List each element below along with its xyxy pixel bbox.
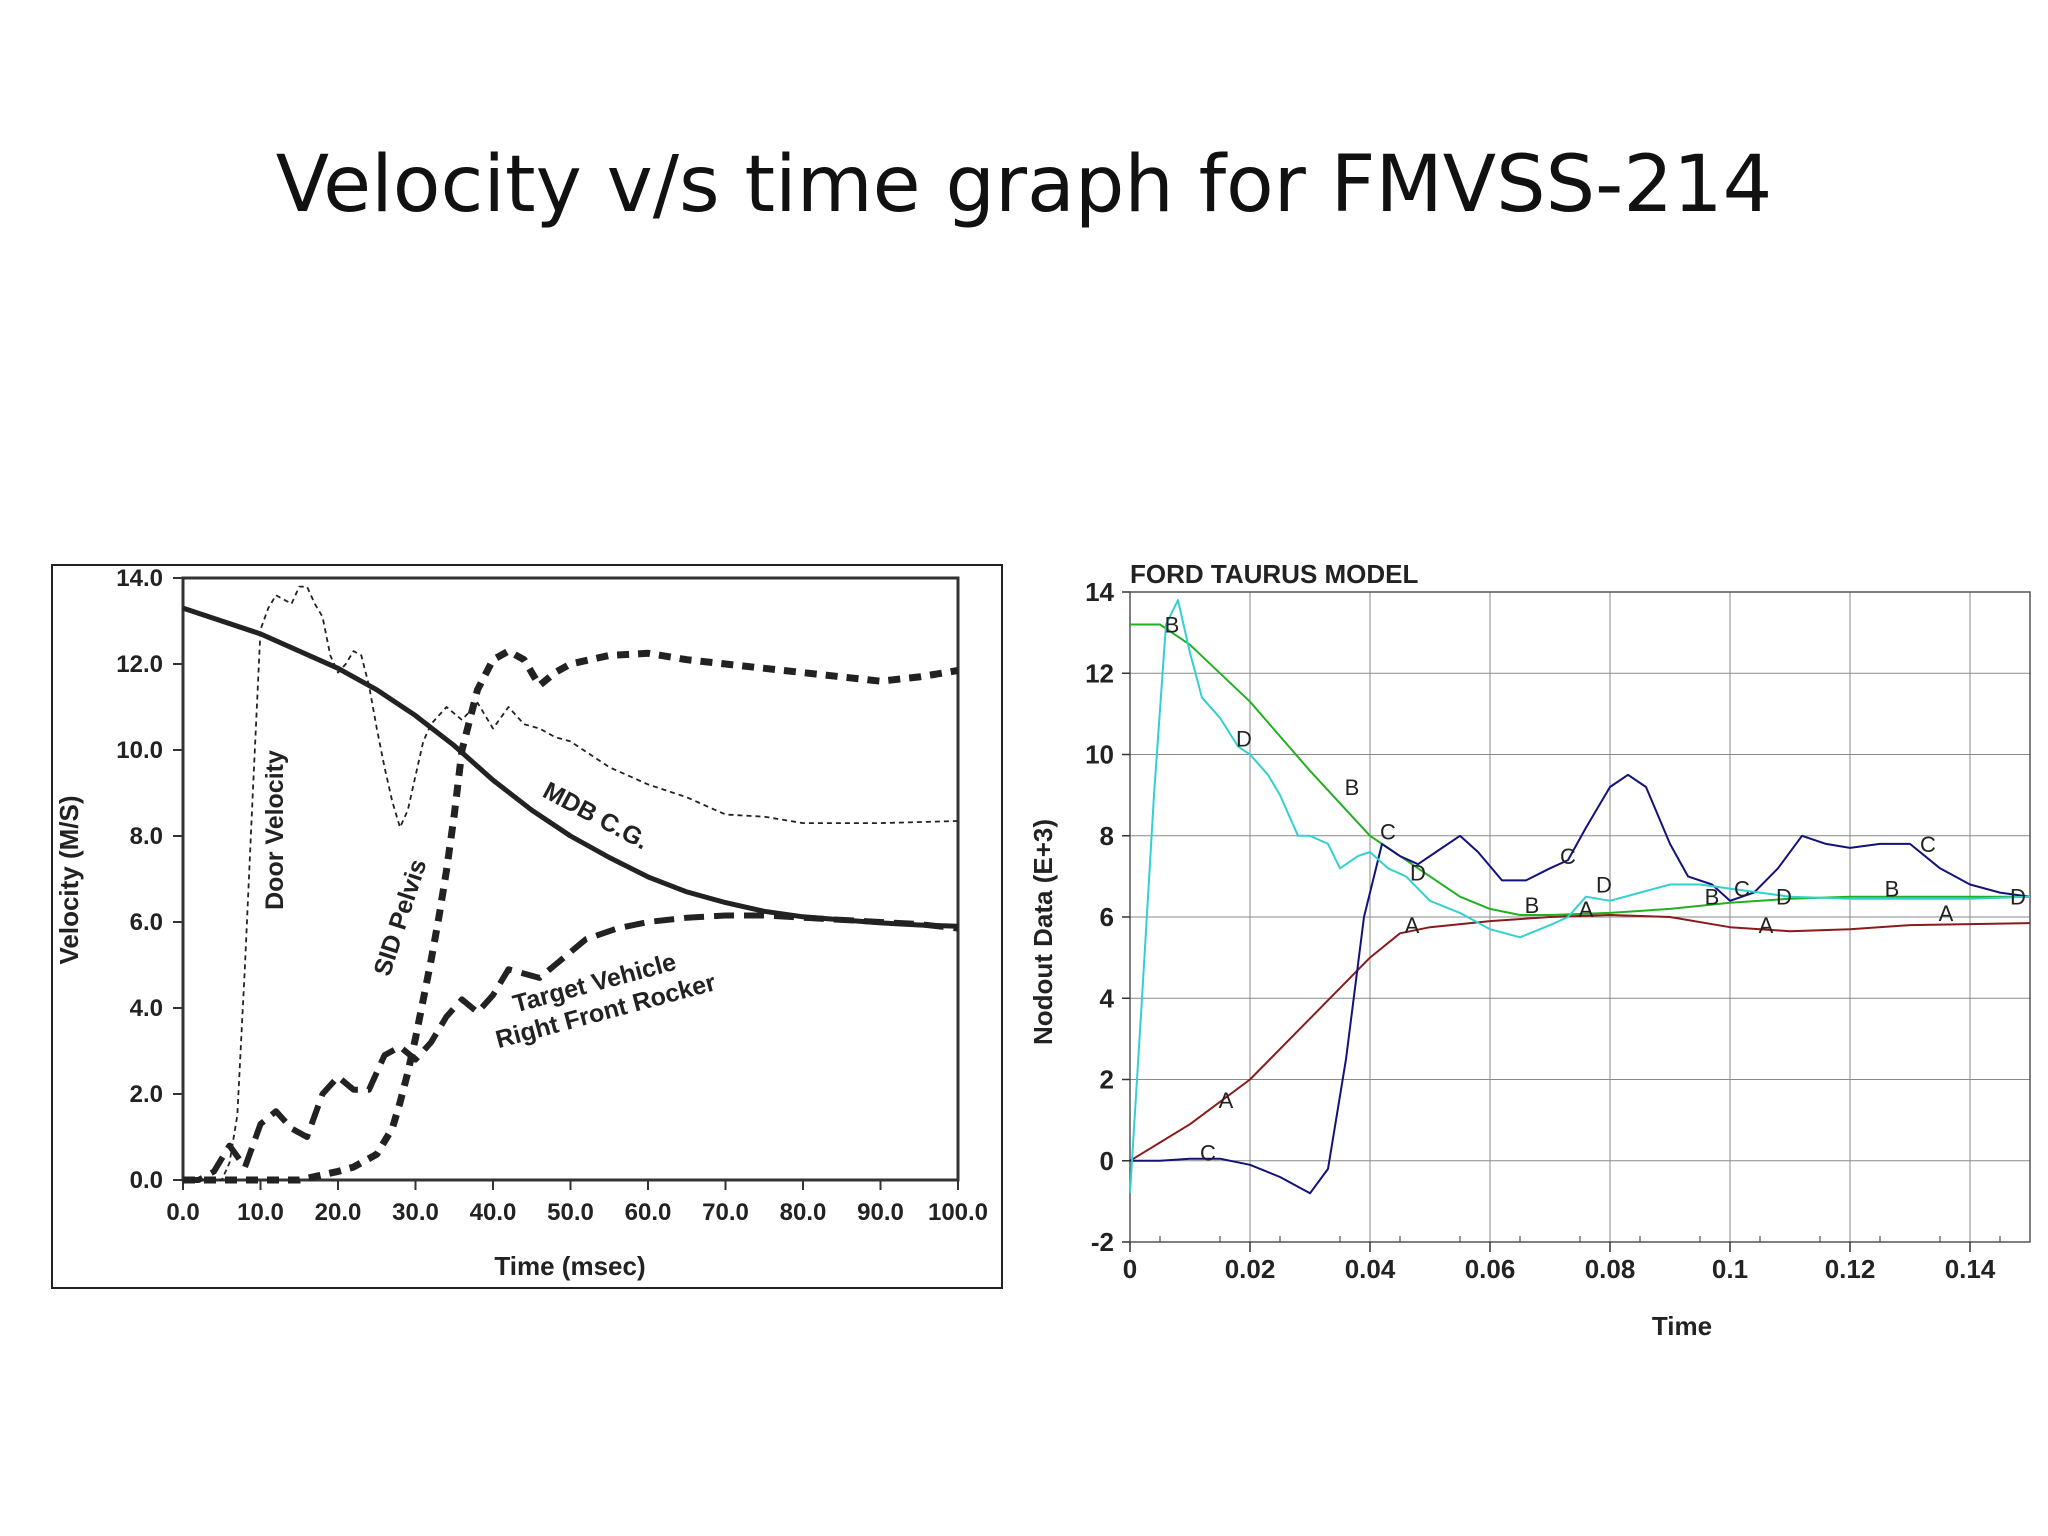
left-series-mdb-c-g — [182, 605, 959, 929]
left-x-tick-label: 40.0 — [470, 1199, 517, 1226]
right-marker-c: C — [1560, 844, 1576, 869]
left-plot-area — [181, 576, 960, 1182]
left-y-ticks: 0.0 2.0 4.0 6.0 8.0 10.0 12.0 14.0 — [116, 565, 183, 1194]
right-y-tick-label: 2 — [1100, 1065, 1114, 1095]
right-marker-b: B — [1345, 775, 1360, 800]
left-x-tick-label: 50.0 — [547, 1199, 594, 1226]
right-marker-d: D — [1776, 885, 1792, 910]
right-series-a — [1129, 914, 2031, 1162]
right-marker-b: B — [1165, 613, 1180, 638]
right-x-tick-label: 0.04 — [1345, 1254, 1396, 1284]
right-marker-d: D — [2010, 885, 2026, 910]
left-y-tick-label: 8.0 — [130, 823, 163, 850]
right-x-ticks: 0 0.02 0.04 0.06 0.08 0.1 0.12 0.14 — [1123, 1236, 2001, 1284]
right-x-tick-label: 0.12 — [1825, 1254, 1876, 1284]
right-marker-c: C — [1920, 832, 1936, 857]
left-y-tick-label: 6.0 — [130, 909, 163, 936]
left-x-tick-label: 10.0 — [237, 1199, 284, 1226]
left-y-tick-label: 4.0 — [130, 995, 163, 1022]
left-y-tick-label: 14.0 — [116, 565, 163, 592]
right-marker-c: C — [1380, 820, 1396, 845]
right-marker-a: A — [1939, 901, 1954, 926]
left-x-tick-label: 0.0 — [166, 1199, 199, 1226]
left-x-tick-label: 90.0 — [857, 1199, 904, 1226]
mdb-cg-label: MDB C.G. — [538, 777, 653, 856]
right-x-axis-label: Time — [1652, 1311, 1712, 1341]
left-x-tick-label: 100.0 — [928, 1199, 988, 1226]
right-series-b — [1130, 623, 2030, 916]
left-series-door-velocity — [183, 585, 959, 1181]
right-chart-title: FORD TAURUS MODEL — [1130, 559, 1419, 589]
right-x-tick-label: 0.06 — [1465, 1254, 1516, 1284]
right-y-tick-label: 6 — [1100, 902, 1114, 932]
right-marker-d: D — [1410, 860, 1426, 885]
right-marker-a: A — [1759, 913, 1774, 938]
door-velocity-label: Door Velocity — [261, 750, 289, 910]
slide-title: Velocity v/s time graph for FMVSS-214 — [275, 140, 1773, 230]
right-marker-d: D — [1596, 873, 1612, 898]
left-x-tick-label: 20.0 — [315, 1199, 362, 1226]
left-x-tick-label: 30.0 — [392, 1199, 439, 1226]
right-y-tick-label: 12 — [1085, 658, 1114, 688]
right-y-tick-label: 14 — [1085, 577, 1114, 607]
left-x-tick-label: 70.0 — [702, 1199, 749, 1226]
left-series-target-vehicle-right-front-rocker — [183, 912, 959, 1183]
sid-pelvis-label: SID Pelvis — [368, 856, 432, 980]
target-vehicle-label: Target Vehicle Right Front Rocker — [485, 939, 719, 1054]
left-series-lines — [182, 585, 959, 1184]
left-y-tick-label: 12.0 — [116, 651, 163, 678]
left-y-tick-label: 2.0 — [130, 1081, 163, 1108]
right-marker-d: D — [1236, 726, 1252, 751]
right-x-tick-label: 0.08 — [1585, 1254, 1636, 1284]
left-x-axis-label: Time (msec) — [494, 1251, 645, 1281]
right-marker-c: C — [1734, 877, 1750, 902]
left-y-tick-label: 0.0 — [130, 1167, 163, 1194]
right-marker-a: A — [1579, 897, 1594, 922]
left-x-tick-label: 80.0 — [780, 1199, 827, 1226]
right-x-tick-label: 0.1 — [1712, 1254, 1748, 1284]
right-x-tick-label: 0.14 — [1945, 1254, 1996, 1284]
left-x-ticks: 0.0 10.0 20.0 30.0 40.0 50.0 60.0 70.0 80.0 90.0 1… — [166, 1180, 988, 1226]
right-y-ticks: -2 0 2 4 6 8 10 12 14 — [1085, 577, 1130, 1257]
left-x-tick-label: 60.0 — [625, 1199, 672, 1226]
right-y-tick-label: 8 — [1100, 821, 1114, 851]
right-chart: FORD TAURUS MODEL 0 0.02 0.04 0.06 0.08 0.1 0.… — [1028, 559, 2031, 1341]
right-marker-c: C — [1200, 1141, 1216, 1166]
right-y-axis-label: Nodout Data (E+3) — [1028, 819, 1058, 1045]
right-y-tick-label: -2 — [1091, 1227, 1114, 1257]
right-x-tick-label: 0.02 — [1225, 1254, 1276, 1284]
right-marker-b: B — [1525, 893, 1540, 918]
right-marker-b: B — [1885, 877, 1900, 902]
right-marker-a: A — [1219, 1088, 1234, 1113]
right-y-tick-label: 4 — [1100, 983, 1115, 1013]
right-series-c — [1130, 773, 2031, 1195]
left-series-sid-pelvis — [183, 647, 959, 1184]
right-marker-a: A — [1405, 913, 1420, 938]
left-chart: 0.0 10.0 20.0 30.0 40.0 50.0 60.0 70.0 80.0 90.0 1… — [51, 564, 1003, 1289]
left-y-tick-label: 10.0 — [116, 737, 163, 764]
right-marker-b: B — [1705, 885, 1720, 910]
right-y-tick-label: 10 — [1085, 740, 1114, 770]
left-chart-frame — [51, 564, 1003, 1289]
right-series-d — [1129, 599, 2031, 1194]
left-y-axis-label: Velocity (M/S) — [54, 795, 84, 964]
right-x-tick-label: 0 — [1123, 1254, 1137, 1284]
right-series-lines — [1129, 599, 2031, 1195]
right-y-tick-label: 0 — [1100, 1146, 1114, 1176]
